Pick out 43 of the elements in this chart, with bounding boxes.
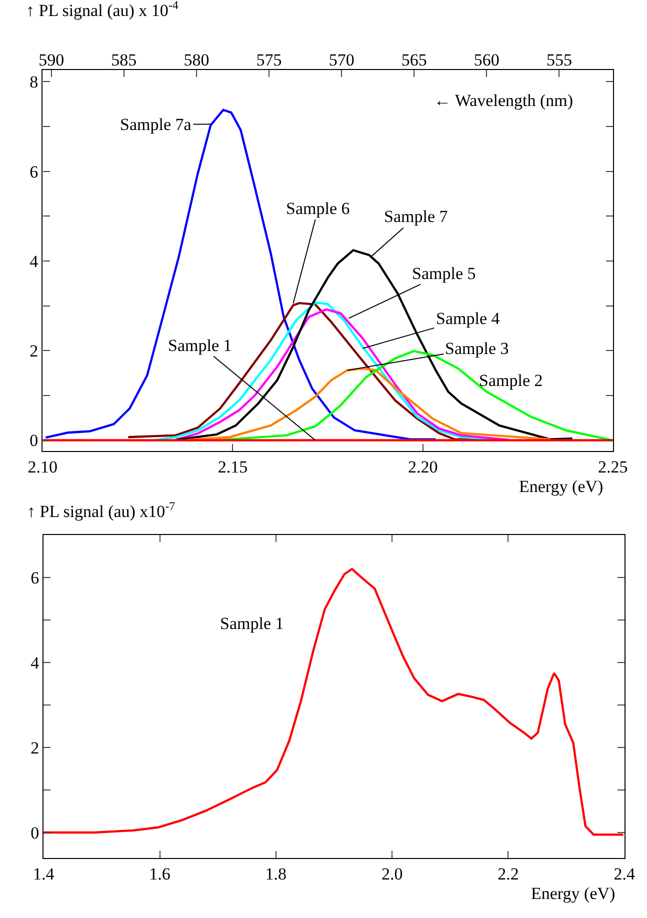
x-tick-label: 2.15 [218,458,248,476]
annotation: Sample 4 [436,309,500,328]
x2-tick-label: 560 [474,50,500,70]
annotation: Sample 5 [412,264,476,283]
annotation: Sample 7 [384,207,448,226]
x2-axis-title: ← Wavelength (nm) [434,91,574,110]
annotation: Sample 1 [168,336,232,355]
x2-tick-label: 580 [184,50,210,70]
x2-tick-label: 565 [401,50,427,70]
x-tick-label: 2.2 [498,864,519,884]
annotation: Sample 3 [445,339,509,358]
x2-tick-label: 575 [256,50,282,70]
y-tick-label: 4 [30,252,39,271]
line-series [187,367,552,441]
annotation: Sample 2 [479,371,543,390]
y-tick-label: 0 [30,823,40,842]
annotation: Sample 6 [286,199,350,218]
y-tick-label: 6 [30,162,38,182]
x2-tick-label: 590 [38,50,64,70]
x-tick-label: 1.6 [149,864,170,884]
y-tick-label: 2 [30,342,38,361]
y-axis-title: ↑ PL signal (au) x 10$^{-4}$ [26,0,178,20]
y-tick-label: 2 [30,738,40,758]
y-tick-label: 4 [30,653,40,672]
annotation: Sample 1 [220,614,284,633]
x-axis-title: Energy (eV) [531,884,616,903]
x2-tick-label: 585 [111,50,137,70]
x2-tick-label: 570 [328,50,354,70]
x-tick-label: 1.4 [32,864,55,884]
x-tick-label: 2.4 [614,864,636,884]
x-tick-label: 2.20 [408,458,438,476]
x-tick-label: 2.25 [598,458,628,476]
x-tick-label: 1.8 [265,864,287,884]
x-tick-label: 2.10 [28,458,58,476]
y-axis-title: ↑ PL signal (au) x10$^{-7}$ [27,499,176,522]
x-axis-title: Energy (eV) [519,477,604,496]
annotation: Sample 7a [120,115,192,134]
x-tick-label: 2.0 [381,864,403,884]
y-tick-label: 0 [30,431,38,450]
line-series [44,568,624,836]
y-tick-label: 8 [30,72,38,92]
x2-tick-label: 555 [546,50,572,70]
y-tick-label: 6 [30,568,40,588]
